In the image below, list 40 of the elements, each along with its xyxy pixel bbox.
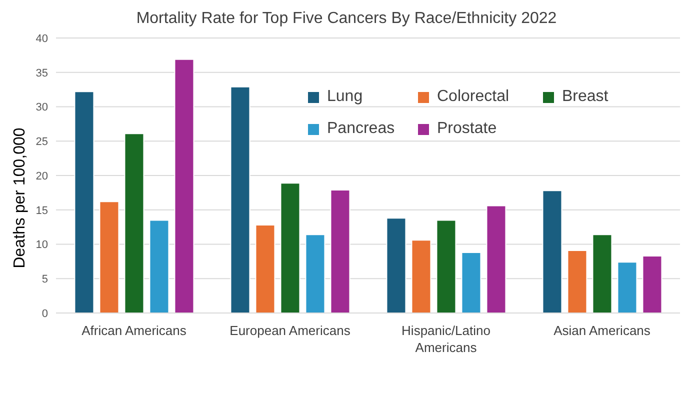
bar — [149, 220, 170, 313]
y-tick-label: 35 — [36, 67, 48, 80]
bar — [174, 58, 194, 313]
bar — [124, 133, 144, 313]
y-tick-label: 40 — [36, 32, 48, 45]
bar — [99, 201, 120, 313]
bar — [255, 224, 276, 313]
y-tick-label: 5 — [42, 274, 48, 286]
y-tick-label: 15 — [36, 204, 48, 217]
bar — [617, 262, 638, 313]
bar — [280, 182, 300, 313]
legend-label: Pancreas — [327, 120, 395, 138]
y-tick-label: 10 — [36, 239, 48, 252]
legend-label: Lung — [327, 88, 363, 106]
legend-label: Breast — [562, 88, 608, 106]
x-tick-label: Asian Americans — [554, 323, 651, 338]
legend-label: Colorectal — [437, 88, 510, 106]
bar — [330, 189, 350, 313]
bar — [567, 250, 588, 313]
bar — [461, 252, 482, 313]
y-tick-label: 20 — [36, 170, 48, 182]
bar — [305, 234, 326, 313]
bar — [74, 91, 94, 313]
bar — [642, 255, 662, 313]
legend-label: Prostate — [437, 120, 497, 138]
bar — [486, 205, 506, 313]
bar — [592, 234, 612, 313]
x-tick-label: European Americans — [230, 323, 351, 338]
y-tick-label: 30 — [36, 102, 48, 114]
y-tick-label: 0 — [42, 308, 48, 320]
bar — [542, 190, 562, 313]
bar — [411, 240, 432, 313]
chart-title: Mortality Rate for Top Five Cancers By Race/Ethnicity 2022 — [135, 9, 558, 29]
bar — [386, 218, 406, 313]
y-axis-title: Deaths per 100,000 — [11, 128, 29, 268]
x-tick-label: African Americans — [82, 323, 187, 338]
x-tick-label: Hispanic/Latino Americans — [402, 323, 490, 355]
bar — [230, 86, 250, 313]
y-tick-label: 25 — [36, 136, 48, 148]
bar — [436, 220, 456, 313]
